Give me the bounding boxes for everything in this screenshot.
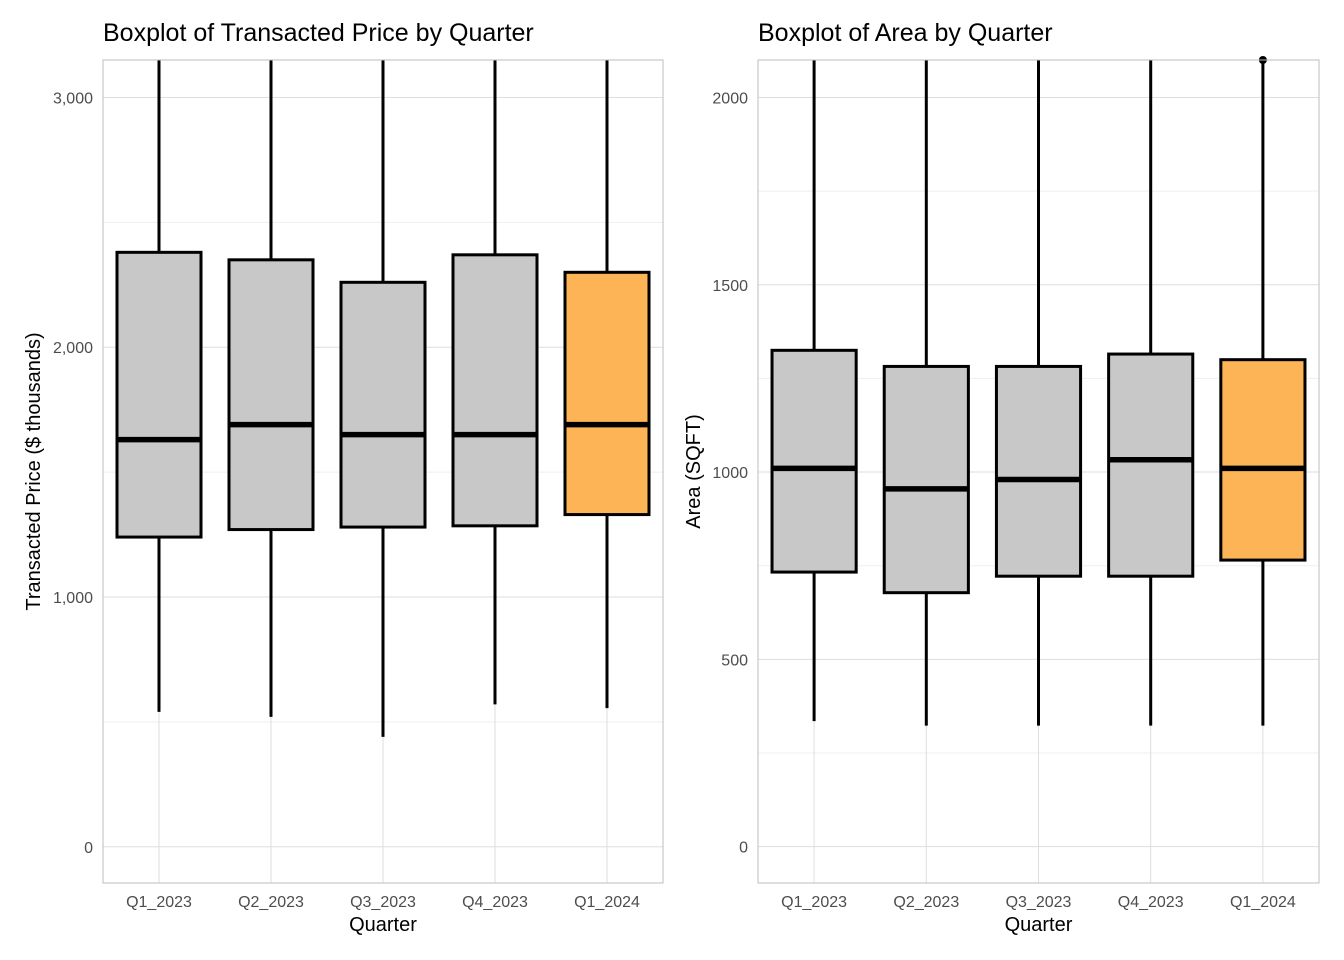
y-tick-label: 1,000 [53, 590, 93, 607]
x-axis-title: Quarter [349, 914, 417, 936]
price-chart-title: Boxplot of Transacted Price by Quarter [103, 19, 534, 47]
x-tick-label: Q1_2023 [126, 894, 192, 911]
x-tick-label: Q1_2024 [574, 894, 640, 911]
y-axis-title: Transacted Price ($ thousands) [23, 332, 45, 610]
panel-border [102, 59, 664, 884]
box-q4_2023 [451, 253, 539, 528]
x-tick-label: Q3_2023 [350, 894, 416, 911]
y-tick-label: 1500 [712, 278, 748, 295]
x-tick-label: Q4_2023 [1118, 894, 1184, 911]
y-tick-label: 2000 [712, 90, 748, 107]
x-tick-label: Q3_2023 [1006, 894, 1072, 911]
box-q1_2023 [115, 250, 203, 539]
x-tick-label: Q1_2024 [1230, 894, 1296, 911]
box-q1_2023 [770, 348, 858, 574]
x-tick-label: Q4_2023 [462, 894, 528, 911]
box-q2_2023 [882, 364, 970, 595]
box-q1_2024 [563, 270, 651, 517]
box-q1_2024 [1219, 358, 1307, 562]
panel-border [757, 59, 1320, 884]
area-chart-title: Boxplot of Area by Quarter [758, 19, 1053, 47]
price-boxplot-chart: 0 1,000 2,000 3,000 Q1_2023 Q2_2023 Q3_2023 Q4_… [23, 59, 664, 936]
box-q2_2023 [227, 258, 315, 532]
x-tick-label: Q2_2023 [238, 894, 304, 911]
y-axis-title: Area (SQFT) [683, 414, 705, 528]
x-axis-title: Quarter [1005, 914, 1073, 936]
box-q4_2023 [1107, 352, 1195, 578]
x-tick-label: Q2_2023 [893, 894, 959, 911]
y-tick-label: 500 [721, 652, 748, 669]
y-tick-label: 2,000 [53, 340, 93, 357]
y-tick-label: 0 [84, 840, 93, 857]
price-boxplot-panel: Boxplot of Transacted Price by Quarter 0… [23, 19, 664, 936]
area-boxplot-chart: 0 500 1000 1500 2000 Q1_2023 Q2_2023 Q3_2023 Q4_… [683, 56, 1320, 936]
area-boxplot-panel: Boxplot of Area by Quarter 0 500 1000 1500 2… [672, 0, 1344, 960]
y-tick-label: 1000 [712, 465, 748, 482]
box-q3_2023 [994, 364, 1083, 578]
box-q3_2023 [339, 280, 427, 529]
x-tick-label: Q1_2023 [781, 894, 847, 911]
y-tick-label: 0 [739, 840, 748, 857]
y-tick-label: 3,000 [53, 90, 93, 107]
